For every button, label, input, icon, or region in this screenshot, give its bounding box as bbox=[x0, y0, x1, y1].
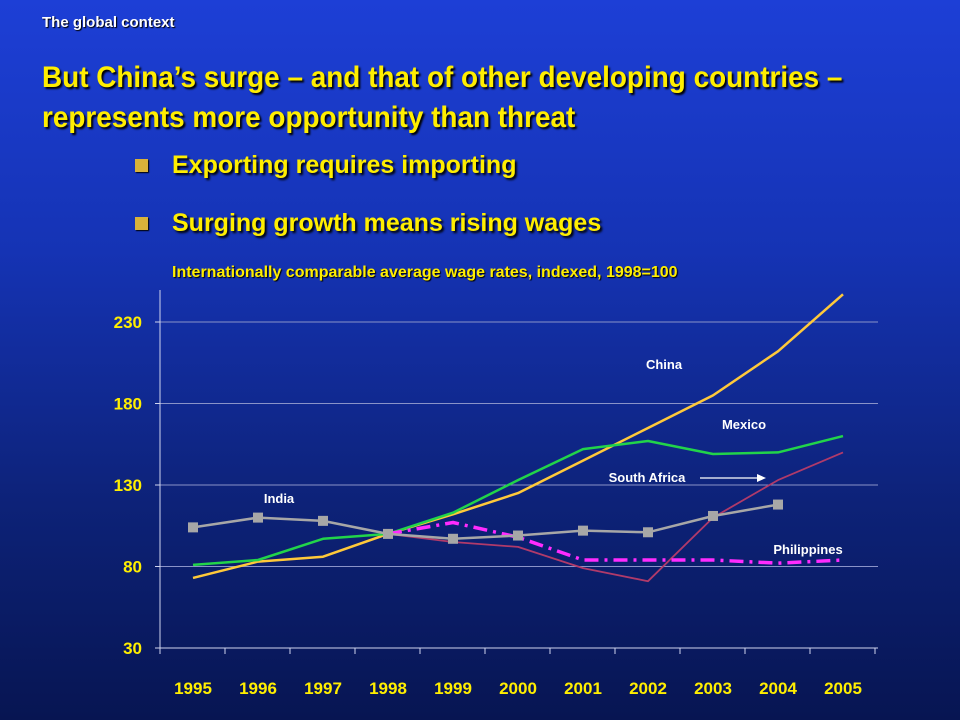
x-tick-label: 2002 bbox=[629, 679, 667, 698]
section-label: The global context bbox=[42, 14, 175, 31]
data-point-marker bbox=[773, 499, 783, 510]
y-tick-label: 130 bbox=[114, 476, 142, 495]
y-tick-label: 180 bbox=[114, 395, 142, 414]
y-tick-label: 30 bbox=[123, 639, 142, 658]
bullet-text: Surging growth means rising wages bbox=[172, 209, 602, 237]
y-tick-label: 230 bbox=[114, 313, 142, 332]
chart-series-labels: China Mexico South Africa Philippines India bbox=[264, 357, 843, 557]
bullet-item: Exporting requires importing bbox=[135, 148, 601, 182]
x-tick-label: 1998 bbox=[369, 679, 407, 698]
arrow-right-icon bbox=[757, 474, 766, 482]
bullet-list: Exporting requires importing Surging gro… bbox=[135, 148, 601, 264]
series-line-mexico bbox=[192, 434, 844, 567]
slide-headline: But China’s surge – and that of other de… bbox=[42, 61, 843, 134]
x-tick-label: 1995 bbox=[174, 679, 212, 698]
data-point-marker bbox=[383, 528, 393, 539]
chart-series bbox=[188, 293, 844, 583]
bullet-text: Exporting requires importing bbox=[172, 151, 517, 179]
bullet-square-icon bbox=[135, 217, 148, 230]
chart-gridlines bbox=[160, 321, 878, 567]
data-point-marker bbox=[188, 522, 198, 533]
series-line-india bbox=[192, 503, 779, 541]
x-tick-label: 2001 bbox=[564, 679, 602, 698]
x-tick-label: 2004 bbox=[759, 679, 797, 698]
data-point-marker bbox=[318, 515, 328, 526]
y-tick-label: 80 bbox=[123, 558, 142, 577]
x-tick-label: 1999 bbox=[434, 679, 472, 698]
series-label-philippines: Philippines bbox=[773, 542, 842, 557]
data-point-marker bbox=[253, 512, 263, 523]
series-label-india: India bbox=[264, 491, 295, 506]
series-line-china bbox=[192, 293, 844, 580]
x-tick-label: 1996 bbox=[239, 679, 277, 698]
data-point-marker bbox=[448, 533, 458, 544]
chart-axes: 30 80 130 180 230 1995 1996 1997 1998 1999 2000 200… bbox=[114, 290, 878, 698]
x-tick-label: 2005 bbox=[824, 679, 862, 698]
x-tick-label: 1997 bbox=[304, 679, 342, 698]
series-line-philippines bbox=[387, 520, 844, 565]
data-point-marker bbox=[578, 525, 588, 536]
x-tick-label: 2000 bbox=[499, 679, 537, 698]
series-label-mexico: Mexico bbox=[722, 417, 766, 432]
data-point-marker bbox=[643, 527, 653, 538]
x-tick-label: 2003 bbox=[694, 679, 732, 698]
data-point-marker bbox=[708, 510, 718, 521]
chart-title: Internationally comparable average wage … bbox=[172, 264, 678, 281]
bullet-square-icon bbox=[135, 159, 148, 172]
bullet-item: Surging growth means rising wages bbox=[135, 206, 601, 240]
data-point-marker bbox=[513, 530, 523, 541]
series-label-china: China bbox=[646, 357, 683, 372]
series-label-south-africa: South Africa bbox=[609, 470, 687, 485]
